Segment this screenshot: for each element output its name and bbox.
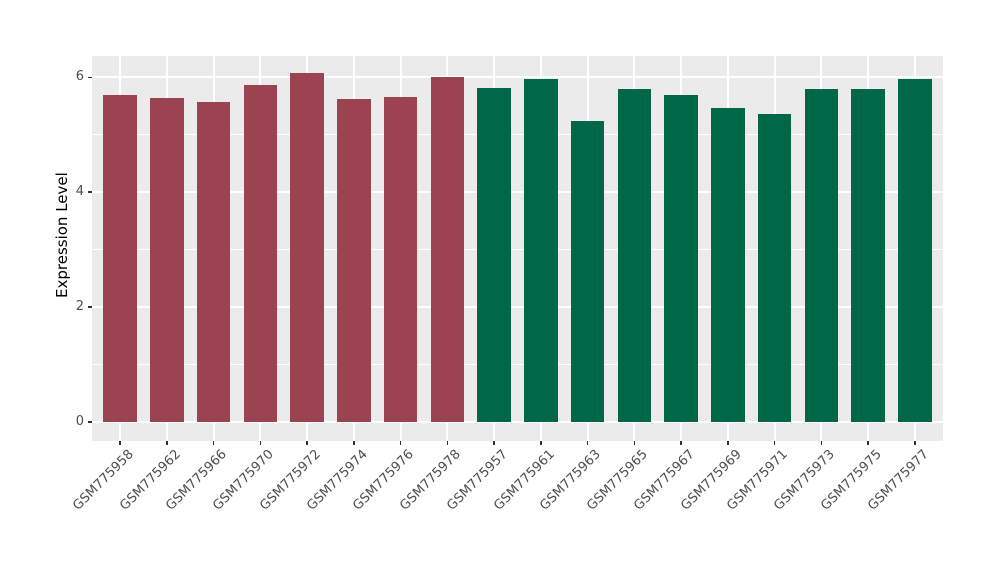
x-axis-tick: [399, 441, 402, 445]
bar-GSM775975: [851, 88, 885, 423]
y-axis-tick: [88, 76, 92, 78]
bar-GSM775962: [150, 97, 184, 423]
bar-GSM775969: [711, 107, 745, 423]
major-gridline: [92, 76, 943, 79]
y-tick-label: 6: [75, 69, 84, 85]
x-axis-tick: [680, 441, 682, 445]
x-axis-tick: [867, 441, 869, 445]
y-tick-label: 0: [75, 414, 84, 430]
y-axis-tick: [88, 191, 92, 193]
y-axis-tick: [88, 306, 92, 308]
x-axis-tick: [773, 441, 776, 445]
x-axis-tick: [586, 441, 589, 445]
x-axis-tick: [166, 441, 168, 445]
bar-GSM775963: [570, 120, 605, 423]
bar-GSM775957: [477, 87, 511, 423]
x-axis-tick: [820, 441, 823, 445]
bar-GSM775967: [664, 95, 698, 423]
x-axis-tick: [633, 441, 636, 445]
major-gridline: [92, 421, 943, 424]
bar-GSM775970: [243, 84, 278, 423]
x-axis-tick: [540, 441, 542, 445]
y-axis-tick: [88, 421, 92, 423]
minor-gridline: [92, 364, 943, 366]
x-axis-tick: [446, 441, 449, 445]
plot-panel: [92, 56, 943, 441]
minor-gridline: [92, 249, 943, 251]
bar-GSM775977: [898, 78, 932, 423]
bar-GSM775978: [430, 77, 465, 423]
bar-GSM775965: [617, 89, 652, 423]
x-axis-tick: [119, 441, 121, 445]
bar-GSM775958: [103, 95, 137, 423]
x-axis-tick: [306, 441, 308, 445]
x-axis-tick: [914, 441, 916, 445]
x-axis-tick: [259, 441, 262, 445]
bar-GSM775974: [337, 98, 371, 423]
major-gridline: [92, 306, 943, 309]
major-gridline: [92, 191, 943, 194]
bar-GSM775972: [290, 73, 324, 423]
minor-gridline: [92, 134, 943, 136]
x-axis-tick: [727, 441, 729, 445]
bar-GSM775971: [757, 114, 792, 423]
y-tick-label: 4: [75, 184, 84, 200]
x-axis-tick: [493, 441, 495, 445]
bar-GSM775966: [196, 101, 231, 423]
bar-GSM775973: [804, 89, 839, 423]
bar-GSM775961: [524, 78, 558, 423]
x-axis-tick: [353, 441, 355, 445]
x-axis-tick: [212, 441, 215, 445]
bar-GSM775976: [383, 97, 418, 423]
y-tick-label: 2: [75, 299, 84, 315]
